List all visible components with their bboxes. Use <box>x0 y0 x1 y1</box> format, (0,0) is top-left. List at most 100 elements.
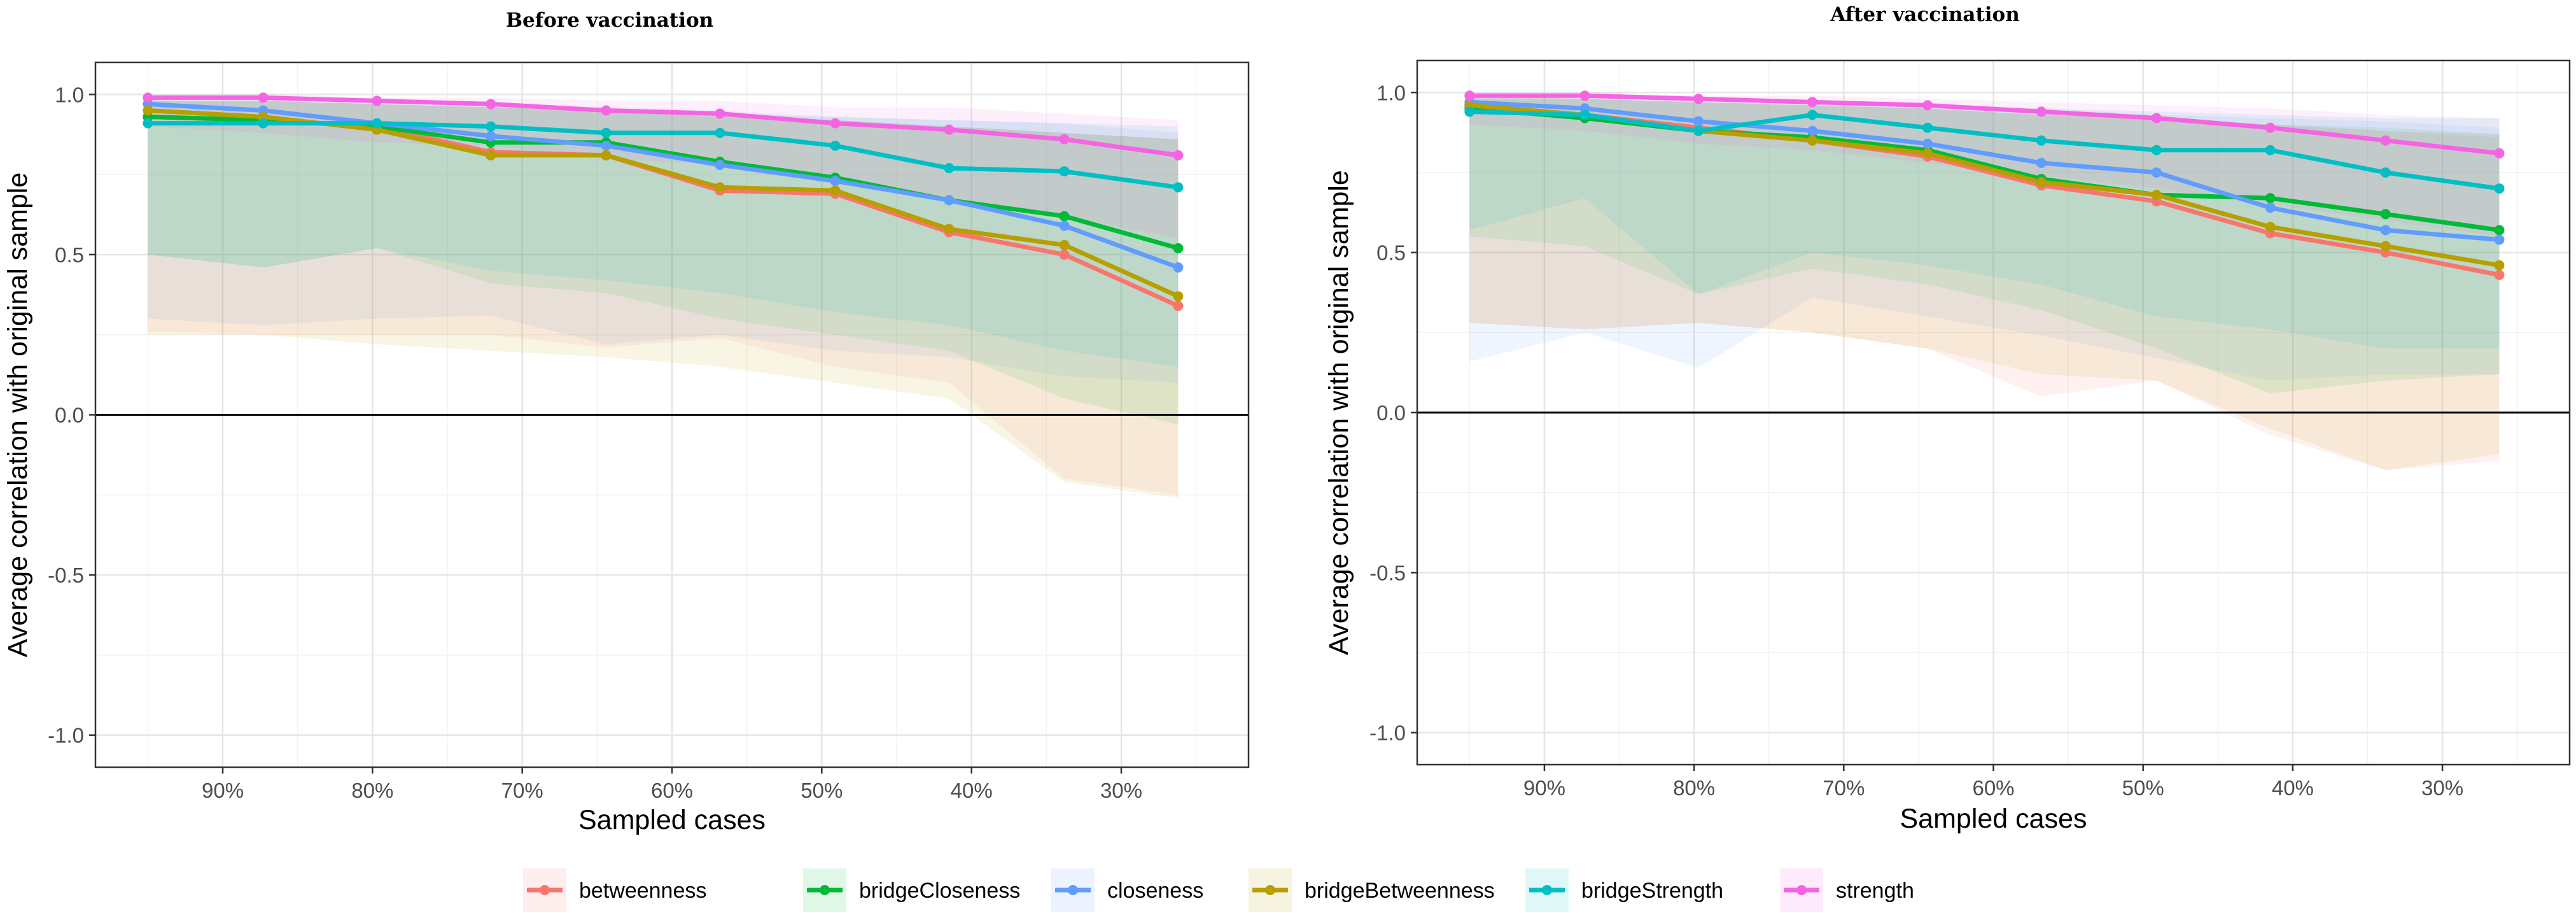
point-bridgeStrength <box>1173 182 1184 193</box>
point-bridgeStrength <box>715 127 725 138</box>
point-bridgeCloseness <box>1059 211 1070 222</box>
legend-item-bridgeBetweenness: bridgeBetweenness <box>1249 868 1495 912</box>
point-closeness <box>2036 157 2047 168</box>
point-bridgeStrength <box>1807 110 1817 120</box>
point-bridgeBetweenness <box>143 105 153 116</box>
legend-label: bridgeCloseness <box>859 879 1020 903</box>
point-strength <box>944 124 955 135</box>
point-strength <box>1807 97 1817 108</box>
legend-item-strength: strength <box>1780 868 1914 912</box>
point-bridgeBetweenness <box>830 185 841 196</box>
series-line-strength <box>145 95 1180 158</box>
point-bridgeStrength <box>1059 166 1070 177</box>
point-betweenness <box>2494 269 2505 280</box>
y-tick-label: 1.0 <box>55 83 84 106</box>
panels: -1.0 -0.5 0.0 0.5 1.0 90% 80% 70% 60% 50% 40% 30% Sa… <box>3 3 2571 835</box>
legend-item-bridgeStrength: bridgeStrength <box>1525 868 1723 912</box>
ribbon-bridgeStrength <box>1469 99 2500 349</box>
point-bridgeCloseness <box>2494 225 2505 236</box>
legend-point <box>820 885 830 895</box>
point-strength <box>830 118 841 129</box>
series-line-closeness <box>1467 99 2502 242</box>
x-tick-label: 70% <box>501 779 543 802</box>
legend-item-bridgeCloseness: bridgeCloseness <box>803 868 1020 912</box>
point-closeness <box>1059 220 1070 231</box>
point-bridgeBetweenness <box>2494 260 2505 271</box>
legend-label: bridgeBetweenness <box>1305 879 1495 903</box>
y-tick-label: 0.0 <box>1376 401 1406 425</box>
panel-title: Before vaccination <box>506 9 713 32</box>
point-bridgeBetweenness <box>715 182 725 193</box>
y-tick-label: -1.0 <box>48 724 84 747</box>
x-tick-label: 50% <box>2122 776 2164 800</box>
point-closeness <box>2380 225 2391 236</box>
point-bridgeStrength <box>2036 135 2047 146</box>
point-bridgeStrength <box>830 140 841 151</box>
y-tick-label: 0.0 <box>55 404 84 427</box>
x-tick-label: 80% <box>1673 776 1715 800</box>
y-tick-label: 0.5 <box>55 243 84 267</box>
point-strength <box>372 96 382 106</box>
point-strength <box>2265 122 2276 133</box>
point-bridgeStrength <box>1464 106 1475 117</box>
point-bridgeCloseness <box>2380 209 2391 220</box>
ribbon-betweenness <box>1469 96 2500 471</box>
legend-item-closeness: closeness <box>1051 868 1203 912</box>
point-strength <box>1059 134 1070 145</box>
ribbon-closeness <box>148 97 1179 383</box>
y-tick-label: 0.5 <box>1376 241 1406 265</box>
point-strength <box>601 105 612 116</box>
point-closeness <box>1807 125 1817 136</box>
legend-label: bridgeStrength <box>1581 879 1723 903</box>
point-bridgeStrength <box>372 118 382 129</box>
point-bridgeBetweenness <box>486 150 496 160</box>
point-closeness <box>2265 202 2276 213</box>
x-tick-label: 90% <box>202 779 244 802</box>
point-bridgeStrength <box>1922 122 1933 133</box>
point-bridgeBetweenness <box>2265 222 2276 232</box>
point-bridgeStrength <box>258 118 269 129</box>
legend-point <box>1796 885 1807 895</box>
x-tick-label: 30% <box>1100 779 1142 802</box>
point-bridgeBetweenness <box>1173 291 1184 302</box>
point-bridgeBetweenness <box>1059 239 1070 250</box>
point-closeness <box>486 131 496 141</box>
point-closeness <box>1173 262 1184 273</box>
x-tick-label: 80% <box>351 779 393 802</box>
y-tick-label: -1.0 <box>1369 721 1406 745</box>
point-closeness <box>601 140 612 151</box>
point-closeness <box>1693 116 1704 127</box>
x-tick-label: 60% <box>1972 776 2014 800</box>
point-bridgeBetweenness <box>2380 241 2391 251</box>
x-tick-label: 70% <box>1823 776 1865 800</box>
chart-panel-2: -1.0 -0.5 0.0 0.5 1.0 90% 80% 70% 60% 50% 40% 30% Sa… <box>1324 3 2571 834</box>
ribbon-bridgeStrength <box>148 101 1179 367</box>
point-bridgeStrength <box>601 127 612 138</box>
point-strength <box>2380 135 2391 146</box>
point-bridgeBetweenness <box>2151 190 2162 201</box>
point-strength <box>1922 100 1933 111</box>
point-bridgeStrength <box>1579 110 1590 120</box>
point-closeness <box>715 160 725 171</box>
point-bridgeBetweenness <box>1807 135 1817 146</box>
point-strength <box>1579 90 1590 101</box>
point-closeness <box>1922 138 1933 149</box>
legend-label: strength <box>1836 879 1914 903</box>
point-bridgeBetweenness <box>944 223 955 234</box>
x-tick-label: 30% <box>2421 776 2463 800</box>
point-strength <box>715 108 725 119</box>
legend: betweenness bridgeCloseness closeness bridg… <box>523 868 1914 912</box>
ribbon-betweenness <box>148 101 1179 495</box>
point-strength <box>486 99 496 110</box>
x-tick-label: 40% <box>2272 776 2314 800</box>
point-closeness <box>2151 167 2162 178</box>
point-strength <box>1693 94 1704 104</box>
legend-point <box>540 885 550 895</box>
ribbon-bridgeCloseness <box>148 101 1179 425</box>
point-bridgeStrength <box>2494 183 2505 194</box>
y-tick-label: -0.5 <box>1369 561 1406 584</box>
series-line-bridgeStrength <box>1467 109 2502 191</box>
series-line-strength <box>1467 93 2502 156</box>
point-bridgeStrength <box>2380 167 2391 178</box>
point-bridgeStrength <box>1693 125 1704 136</box>
